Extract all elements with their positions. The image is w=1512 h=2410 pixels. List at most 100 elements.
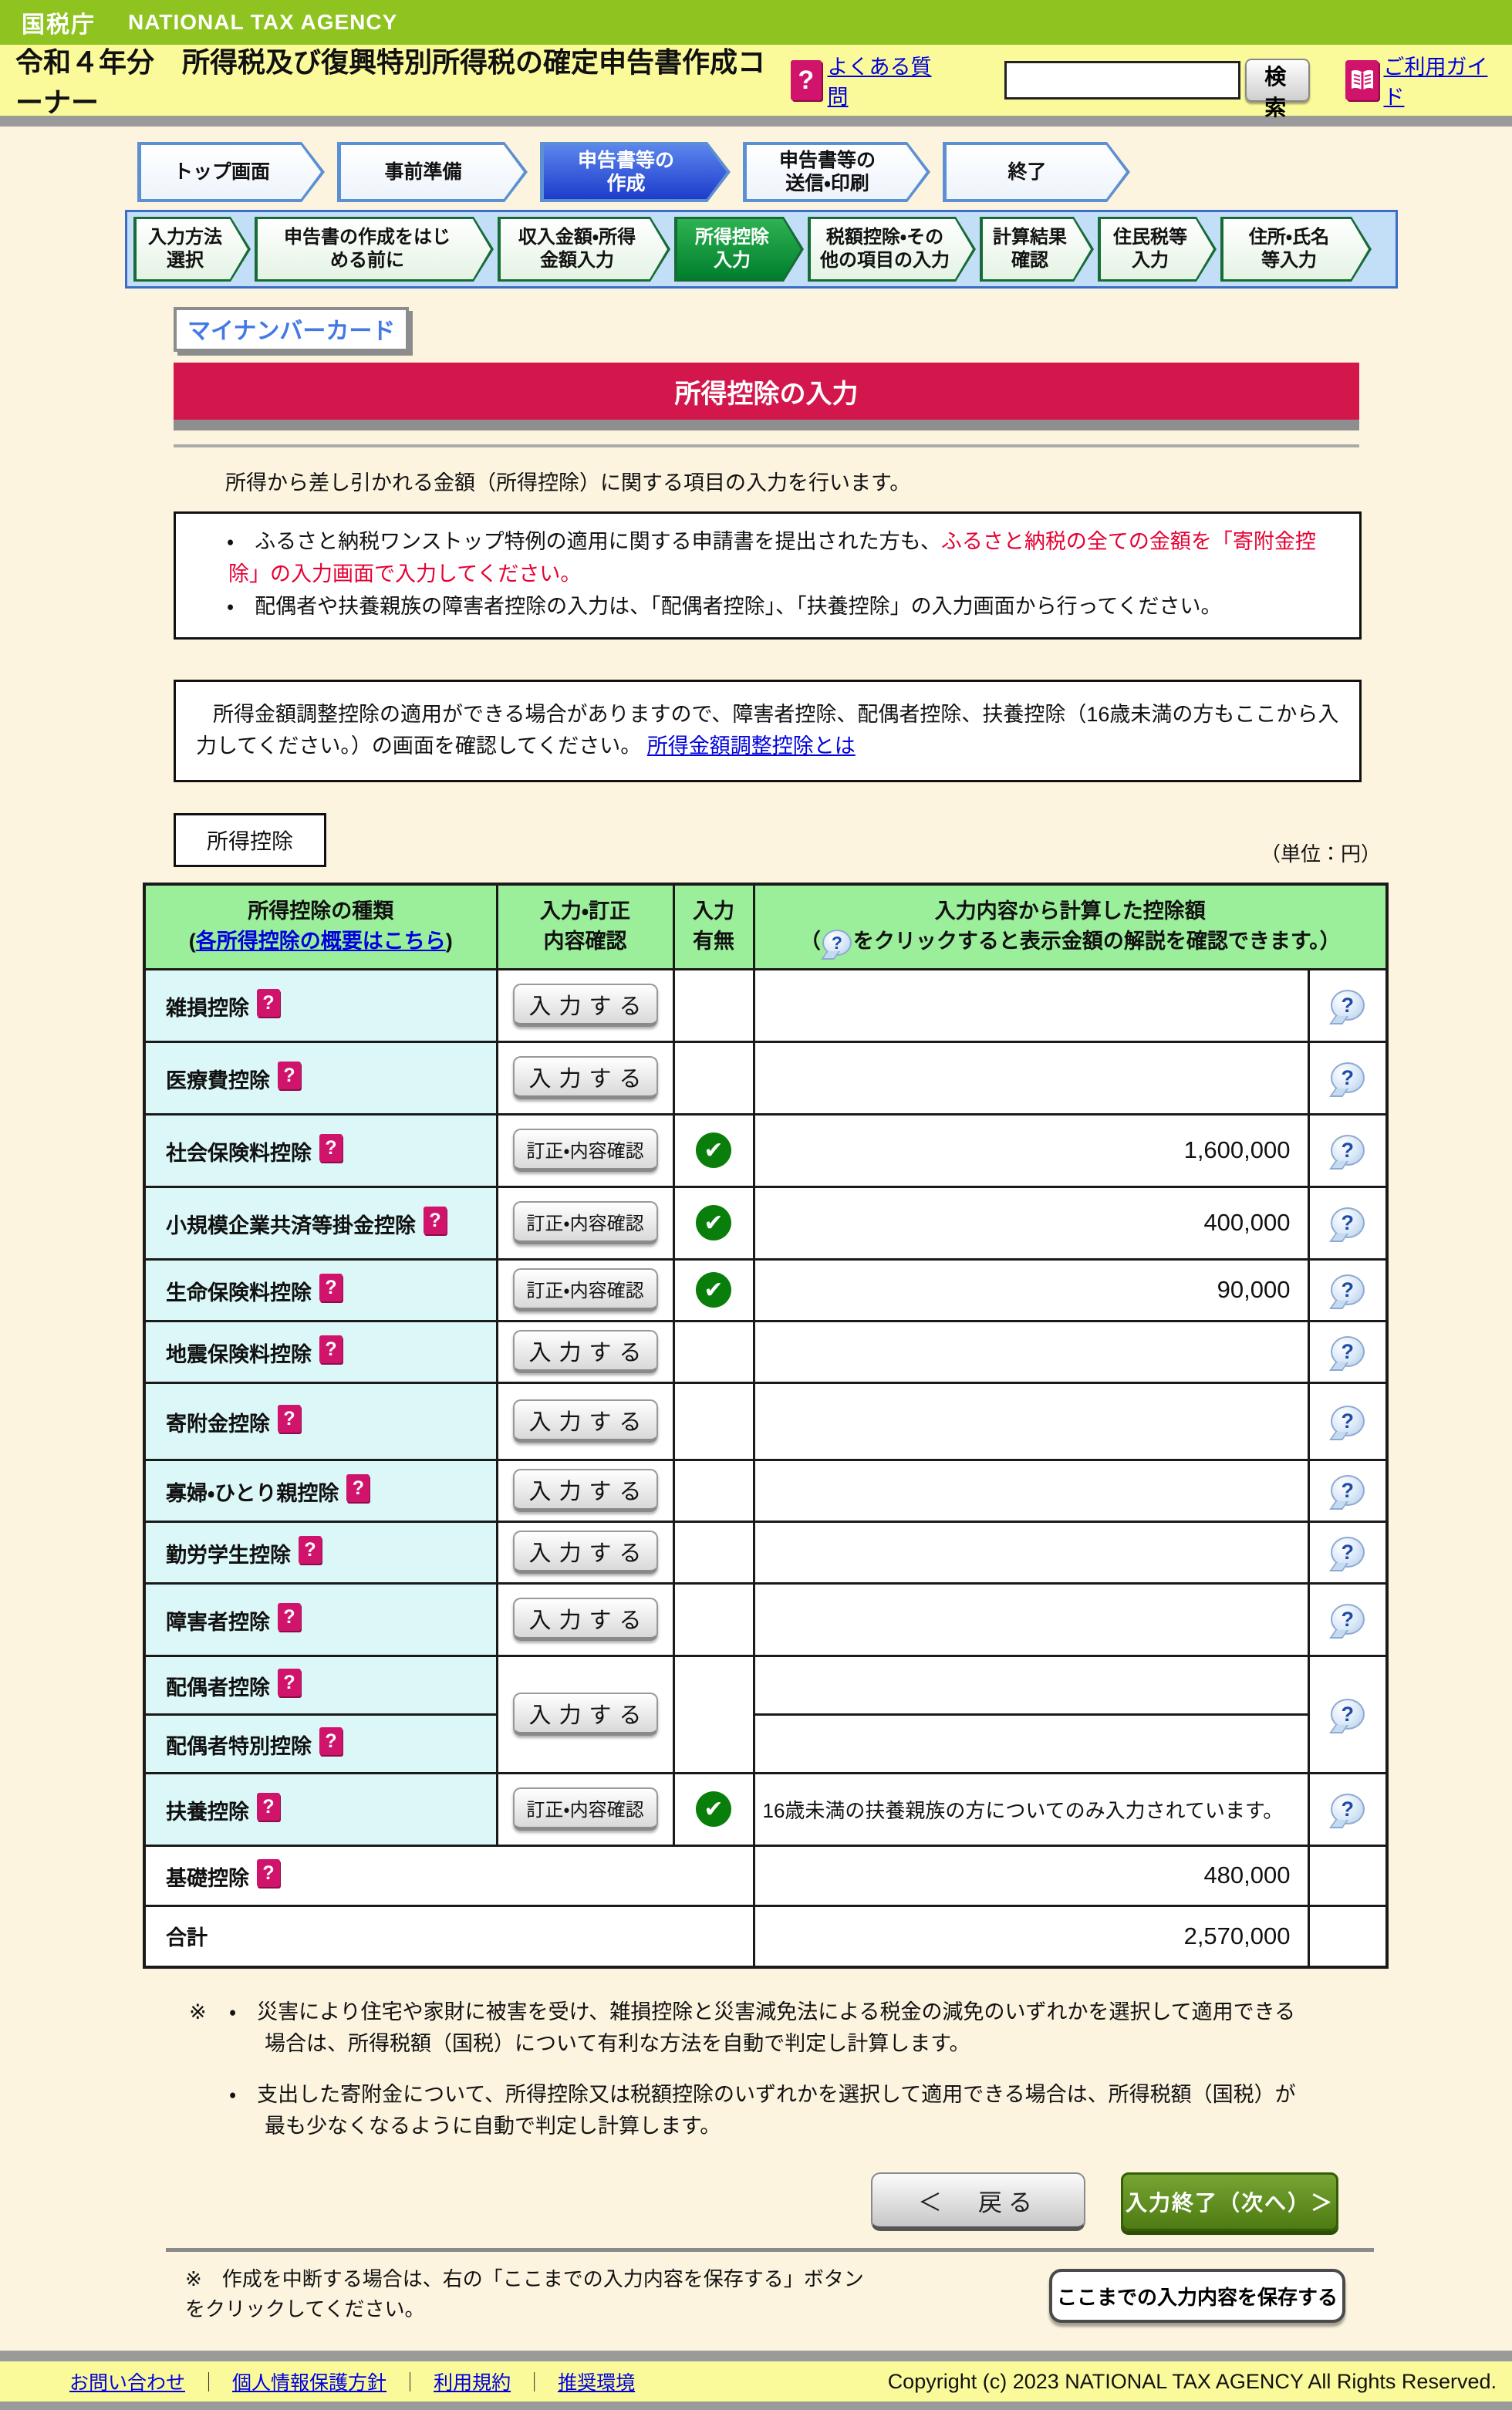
input-button[interactable]: 入力する: [512, 1056, 658, 1100]
footer-link-terms[interactable]: 利用規約: [434, 2372, 511, 2395]
edit-confirm-button[interactable]: 訂正・内容確認: [512, 1787, 658, 1831]
table-row-widow-single-parent: 寡婦・ひとり親控除? 入力する ?: [143, 1458, 1389, 1523]
input-button[interactable]: 入力する: [512, 1531, 658, 1575]
help-cell-empty: [1307, 1904, 1389, 1969]
amount-help-icon[interactable]: ?: [1330, 1336, 1365, 1368]
input-status-cell: ✔: [672, 1185, 755, 1261]
amount-help-icon[interactable]: ?: [1330, 990, 1365, 1021]
deduction-label: 寡婦・ひとり親控除: [166, 1482, 339, 1506]
input-button[interactable]: 入力する: [512, 1598, 658, 1642]
check-icon: ✔: [696, 1205, 731, 1241]
faq-question-icon[interactable]: ?: [790, 60, 822, 100]
nav-step-create-return[interactable]: 申告書等の 作成: [540, 142, 731, 202]
help-icon[interactable]: ?: [346, 1474, 370, 1503]
amount-help-icon[interactable]: ?: [1330, 1274, 1365, 1306]
mynumber-card-button[interactable]: マイナンバーカード: [174, 307, 410, 352]
site-title-bar: 令和４年分 所得税及び復興特別所得税の確定申告書作成コーナー ? よくある質問 …: [0, 45, 1512, 120]
help-icon[interactable]: ?: [278, 1669, 301, 1697]
help-icon[interactable]: ?: [278, 1405, 301, 1433]
edit-confirm-button[interactable]: 訂正・内容確認: [512, 1201, 658, 1245]
help-icon[interactable]: ?: [299, 1536, 322, 1564]
table-row-earthquake-insurance: 地震保険料控除? 入力する ?: [143, 1319, 1389, 1384]
substep-before-start[interactable]: 申告書の作成をはじ める前に: [255, 217, 494, 282]
table-row-total: 合計 2,570,000: [143, 1904, 1389, 1969]
table-row-working-student: 勤労学生控除? 入力する ?: [143, 1520, 1389, 1585]
agency-header-bar: 国税庁 NATIONAL TAX AGENCY: [0, 0, 1512, 45]
save-progress-button[interactable]: ここまでの入力内容を保存する: [1049, 2269, 1345, 2324]
amount-help-icon[interactable]: ?: [1330, 1699, 1365, 1730]
col-header-amount: 入力内容から計算した控除額 （? をクリックすると表示金額の解説を確認できます。）: [752, 883, 1389, 970]
nav-step-preparation[interactable]: 事前準備: [337, 142, 528, 202]
amount-help-icon[interactable]: ?: [1330, 1475, 1365, 1507]
amount-cell: 400,000: [752, 1185, 1310, 1261]
income-adjustment-link[interactable]: 所得金額調整控除とは: [646, 734, 856, 758]
substep-tax-credit[interactable]: 税額控除・その 他の項目の入力: [808, 217, 976, 282]
help-icon[interactable]: ?: [319, 1134, 343, 1163]
input-status-cell: ✔: [672, 1112, 755, 1188]
help-icon[interactable]: ?: [278, 1062, 301, 1090]
amount-help-icon[interactable]: ?: [1330, 1794, 1365, 1825]
amount-help-icon[interactable]: ?: [1330, 1062, 1365, 1094]
faq-link[interactable]: よくある質問: [827, 56, 932, 109]
total-label: 合計: [166, 1926, 208, 1950]
input-button[interactable]: 入力する: [512, 1330, 658, 1374]
help-icon[interactable]: ?: [257, 1859, 280, 1888]
amount-cell: [752, 1040, 1310, 1116]
copyright: Copyright (c) 2023 NATIONAL TAX AGENCY A…: [887, 2369, 1497, 2393]
notice-box-furusato: ・ ふるさと納税ワンストップ特例の適用に関する申請書を提出された方も、ふるさと納…: [174, 511, 1362, 640]
input-status-cell: [672, 1654, 755, 1774]
footer-link-contact[interactable]: お問い合わせ: [69, 2372, 186, 2395]
deduction-overview-link[interactable]: 各所得控除の概要はこちら: [195, 930, 446, 954]
substep-deduction-input[interactable]: 所得控除 入力: [674, 217, 804, 282]
substep-input-method[interactable]: 入力方法 選択: [133, 217, 251, 282]
amount-help-icon[interactable]: ?: [1330, 1207, 1365, 1239]
table-row-medical: 医療費控除? 入力する ?: [143, 1040, 1389, 1116]
nav-step-top[interactable]: トップ画面: [137, 142, 325, 202]
finish-input-next-button[interactable]: 入力終了（次へ）＞: [1121, 2172, 1338, 2232]
table-row-donation: 寄附金控除? 入力する ?: [143, 1381, 1389, 1461]
search-button[interactable]: 検 索: [1245, 59, 1311, 120]
help-icon[interactable]: ?: [319, 1335, 343, 1364]
substep-resident-tax[interactable]: 住民税等 入力: [1098, 217, 1217, 282]
amount-help-icon[interactable]: ?: [1330, 1537, 1365, 1568]
deduction-label: 医療費控除: [166, 1069, 270, 1093]
back-button[interactable]: ＜ 戻る: [871, 2172, 1085, 2232]
usage-guide-link[interactable]: ご利用ガイド: [1383, 56, 1488, 109]
substep-address-name[interactable]: 住所・氏名 等入力: [1220, 217, 1372, 282]
deduction-label: 寄附金控除: [166, 1413, 270, 1436]
input-button[interactable]: 入力する: [512, 1399, 658, 1443]
footnote-marker: ※: [189, 2000, 207, 2024]
amount-help-icon[interactable]: ?: [1330, 1135, 1365, 1166]
input-button[interactable]: 入力する: [512, 984, 658, 1028]
substep-result-check[interactable]: 計算結果 確認: [980, 217, 1094, 282]
footer-link-privacy[interactable]: 個人情報保護方針: [232, 2372, 387, 2395]
help-icon[interactable]: ?: [257, 1793, 280, 1821]
amount-cell: [752, 1654, 1310, 1716]
edit-confirm-button[interactable]: 訂正・内容確認: [512, 1268, 658, 1312]
amount-cell: [752, 1713, 1310, 1774]
input-status-cell: ✔: [672, 1257, 755, 1322]
help-icon[interactable]: ?: [319, 1727, 343, 1756]
help-icon[interactable]: ?: [278, 1603, 301, 1632]
search-input[interactable]: [1004, 61, 1241, 100]
edit-confirm-button[interactable]: 訂正・内容確認: [512, 1129, 658, 1173]
amount-cell: [752, 1581, 1310, 1657]
input-button[interactable]: 入力する: [512, 1469, 658, 1513]
amount-help-icon[interactable]: ?: [1330, 1406, 1365, 1437]
nav-step-send-print[interactable]: 申告書等の 送信・印刷: [743, 142, 930, 202]
amount-cell: 480,000: [752, 1844, 1310, 1907]
footer-link-environment[interactable]: 推奨環境: [558, 2372, 636, 2395]
input-button[interactable]: 入力する: [512, 1693, 658, 1737]
help-icon[interactable]: ?: [319, 1274, 343, 1302]
guide-book-icon[interactable]: [1345, 60, 1379, 100]
input-status-cell: [672, 1520, 755, 1585]
agency-name-en: NATIONAL TAX AGENCY: [128, 10, 398, 34]
help-icon[interactable]: ?: [257, 989, 280, 1018]
site-title: 令和４年分 所得税及び復興特別所得税の確定申告書作成コーナー: [15, 46, 766, 118]
input-status-cell: ✔: [672, 1771, 755, 1847]
substep-income-input[interactable]: 収入金額・所得 金額入力: [498, 217, 670, 282]
check-icon: ✔: [696, 1791, 731, 1828]
help-icon[interactable]: ?: [424, 1207, 447, 1235]
amount-help-icon[interactable]: ?: [1330, 1604, 1365, 1635]
nav-step-finish[interactable]: 終了: [943, 142, 1130, 202]
